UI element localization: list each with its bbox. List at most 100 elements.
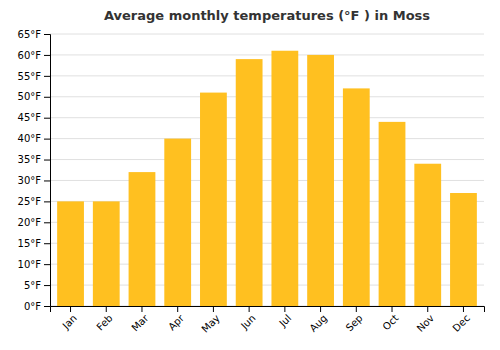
y-axis: 0°F 5°F 10°F 15°F 20°F 25°F 30°F 35°F 40°F 45°F 50…: [18, 29, 51, 312]
tick: Sep: [344, 306, 365, 333]
bar: [307, 55, 334, 306]
tick: Jun: [238, 306, 258, 332]
bar: [271, 51, 298, 306]
tick-label: Jul: [276, 312, 293, 329]
tick: 20°F: [18, 217, 50, 228]
grid-line: [50, 117, 484, 118]
tick-mark: [70, 306, 71, 312]
tick: 40°F: [18, 133, 50, 144]
grid-line: [50, 34, 484, 35]
axis-line: [51, 307, 485, 313]
tick-label: 30°F: [18, 175, 42, 186]
grid: [50, 34, 484, 306]
tick-label: Apr: [166, 312, 187, 333]
tick-mark: [44, 285, 50, 286]
tick-mark: [44, 201, 50, 202]
bar: [414, 164, 441, 306]
grid-line: [50, 75, 484, 76]
tick: Feb: [94, 306, 114, 333]
tick-label: Mar: [129, 312, 151, 334]
tick: Oct: [380, 306, 400, 332]
tick-label: 45°F: [18, 112, 42, 123]
bar: [343, 88, 370, 306]
title: Average monthly temperatures (°F ) in Mo…: [104, 8, 430, 23]
grid-line: [50, 54, 484, 55]
tick-mark: [44, 243, 50, 244]
tick-label: 25°F: [18, 196, 42, 207]
bar: [450, 193, 477, 306]
bar: [200, 93, 227, 306]
tick-mark: [44, 180, 50, 181]
tick-label: May: [199, 312, 221, 334]
tick-label: Jun: [238, 312, 258, 332]
tick-label: 10°F: [18, 259, 42, 270]
bar: [236, 59, 263, 306]
tick: Dec: [450, 306, 471, 334]
tick-mark: [284, 306, 285, 312]
tick-label: Feb: [94, 312, 114, 332]
tick: 30°F: [18, 175, 50, 186]
tick-label: 55°F: [18, 71, 42, 82]
tick-label: Nov: [415, 312, 437, 334]
grid-line: [50, 96, 484, 97]
axis-line: [44, 35, 51, 307]
bar: [164, 139, 191, 306]
tick-mark: [44, 55, 50, 56]
bar: [129, 172, 156, 306]
grid-line: [50, 138, 484, 139]
plot: 0°F 5°F 10°F 15°F 20°F 25°F 30°F 35°F 40°F 45°F 50…: [18, 29, 485, 335]
tick-mark: [106, 306, 107, 312]
tick-label: 20°F: [18, 217, 42, 228]
tick-mark: [44, 97, 50, 98]
tick-mark: [392, 306, 393, 312]
tick-mark: [44, 222, 50, 223]
tick-label: 0°F: [24, 301, 41, 312]
tick-mark: [44, 118, 50, 119]
bars: [57, 51, 477, 306]
tick: 35°F: [18, 154, 50, 165]
tick-label: Sep: [344, 312, 365, 333]
tick-label: Aug: [307, 312, 329, 334]
tick-label: 35°F: [18, 154, 42, 165]
tick-label: Oct: [380, 312, 400, 332]
tick: Jan: [60, 306, 79, 332]
tick-mark: [320, 306, 321, 312]
tick: Nov: [415, 306, 437, 334]
tick: 55°F: [18, 71, 50, 82]
tick-label: 5°F: [24, 280, 41, 291]
tick-mark: [141, 306, 142, 312]
tick-label: Jan: [60, 312, 79, 331]
grid-line: [50, 159, 484, 160]
tick: 15°F: [18, 238, 50, 249]
bar: [57, 201, 84, 306]
tick-label: 65°F: [18, 29, 42, 40]
tick-mark: [213, 306, 214, 312]
tick: Jul: [276, 306, 293, 329]
tick-label: 15°F: [18, 238, 42, 249]
tick: 50°F: [18, 91, 50, 102]
tick: 25°F: [18, 196, 50, 207]
tick: Apr: [166, 306, 187, 332]
tick: 65°F: [18, 29, 50, 40]
tick-label: 50°F: [18, 91, 42, 102]
tick-mark: [249, 306, 250, 312]
tick-label: 60°F: [18, 50, 42, 61]
tick: Mar: [129, 306, 151, 333]
tick: Aug: [307, 306, 329, 334]
tick-mark: [463, 306, 464, 312]
bar: [93, 201, 120, 306]
tick-mark: [44, 160, 50, 161]
tick-mark: [44, 306, 50, 307]
tick: 5°F: [24, 280, 50, 291]
x-axis: Jan Feb Mar Apr May Jun Jul Aug Sep Oct Nov Dec: [51, 306, 485, 335]
tick-label: Dec: [450, 312, 471, 333]
tick: 60°F: [18, 50, 50, 61]
tick: May: [199, 306, 221, 335]
tick-mark: [177, 306, 178, 312]
tick-label: 40°F: [18, 133, 42, 144]
tick-mark: [44, 139, 50, 140]
tick-mark: [356, 306, 357, 312]
tick: 10°F: [18, 259, 50, 270]
tick-mark: [44, 76, 50, 77]
tick-mark: [44, 34, 50, 35]
